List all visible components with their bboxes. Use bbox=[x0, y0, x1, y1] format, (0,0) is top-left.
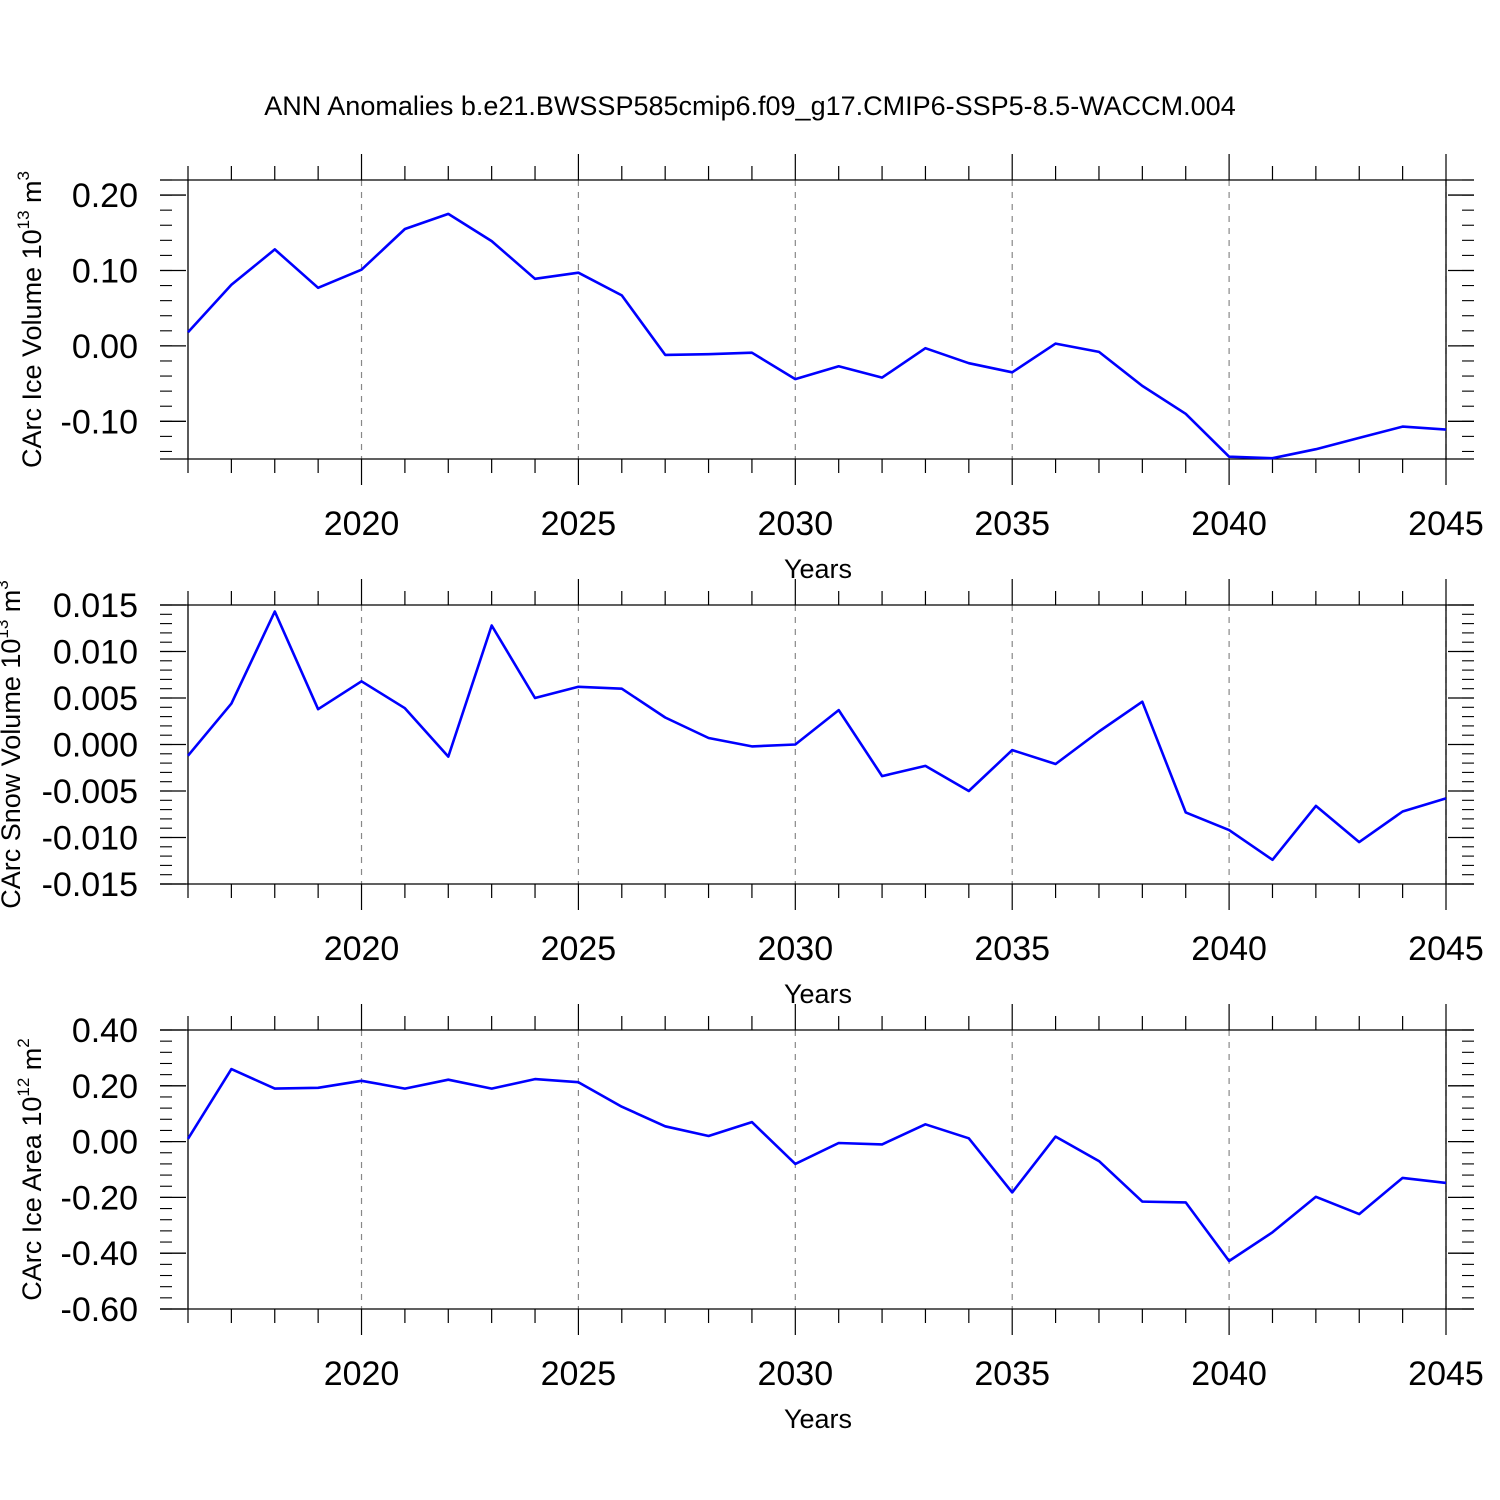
y-axis-label-exponent: 13 bbox=[14, 210, 33, 229]
x-tick-label: 2020 bbox=[324, 930, 400, 968]
y-tick-label: 0.20 bbox=[72, 177, 138, 215]
x-tick-label: 2030 bbox=[757, 505, 833, 543]
y-tick-label: 0.00 bbox=[72, 328, 138, 366]
x-axis-label: Years bbox=[784, 979, 852, 1009]
x-tick-label: 2025 bbox=[541, 1355, 617, 1393]
x-tick-label: 2045 bbox=[1408, 505, 1484, 543]
x-tick-label: 2030 bbox=[757, 1355, 833, 1393]
y-axis-label-unit: m bbox=[0, 590, 26, 620]
y-axis-label: CArc Snow Volume 1013 m3 bbox=[0, 580, 26, 909]
x-tick-label: 2040 bbox=[1191, 505, 1267, 543]
y-axis-label: CArc Ice Volume 1013 m3 bbox=[14, 171, 47, 468]
y-tick-label: 0.015 bbox=[53, 587, 138, 625]
y-tick-label: 0.010 bbox=[53, 634, 138, 672]
x-tick-label: 2040 bbox=[1191, 1355, 1267, 1393]
y-tick-label: -0.015 bbox=[42, 866, 138, 904]
y-tick-label: 0.20 bbox=[72, 1068, 138, 1106]
y-tick-label: 0.10 bbox=[72, 252, 138, 290]
x-axis-label: Years bbox=[784, 1404, 852, 1434]
series-line-3 bbox=[186, 1067, 1447, 1263]
figure-title: ANN Anomalies b.e21.BWSSP585cmip6.f09_g1… bbox=[264, 91, 1235, 121]
chart-panel-3: 2020 2025 2030 2035 2040 2045 Years -0.60 -0.40 -… bbox=[14, 1004, 1484, 1434]
y-axis-label: CArc Ice Area 1012 m2 bbox=[14, 1038, 47, 1301]
y-axis-label-text: CArc Snow Volume 10 bbox=[0, 639, 26, 909]
x-tick-label: 2020 bbox=[324, 1355, 400, 1393]
x-tick-label: 2045 bbox=[1408, 930, 1484, 968]
x-tick-label: 2040 bbox=[1191, 930, 1267, 968]
y-axis-label-unit-exponent: 3 bbox=[14, 171, 33, 180]
series-line-2 bbox=[187, 610, 1447, 862]
x-tick-label: 2045 bbox=[1408, 1355, 1484, 1393]
chart-panel-1: 2020 2025 2030 2035 2040 2045 Years -0.10 0.00 0.… bbox=[14, 154, 1484, 584]
x-tick-label: 2035 bbox=[974, 1355, 1050, 1393]
series-line-1 bbox=[187, 212, 1447, 460]
y-axis-label-text: CArc Ice Area 10 bbox=[17, 1097, 47, 1301]
y-tick-label: -0.60 bbox=[61, 1291, 139, 1329]
x-axis-label: Years bbox=[784, 554, 852, 584]
y-tick-label: -0.20 bbox=[61, 1179, 139, 1217]
y-tick-label: -0.005 bbox=[42, 773, 138, 811]
y-tick-label: -0.10 bbox=[61, 403, 139, 441]
x-tick-label: 2025 bbox=[541, 505, 617, 543]
y-tick-label: 0.40 bbox=[72, 1012, 138, 1050]
y-axis-label-exponent: 12 bbox=[14, 1078, 33, 1097]
y-axis-label-unit-exponent: 3 bbox=[0, 580, 12, 589]
x-tick-label: 2030 bbox=[757, 930, 833, 968]
x-tick-label: 2020 bbox=[324, 505, 400, 543]
x-tick-label: 2025 bbox=[541, 930, 617, 968]
y-axis-label-unit: m bbox=[17, 180, 47, 210]
y-tick-label: 0.00 bbox=[72, 1124, 138, 1162]
y-tick-label: 0.000 bbox=[53, 727, 138, 765]
y-axis-label-unit-exponent: 2 bbox=[14, 1038, 33, 1047]
y-axis-label-unit: m bbox=[17, 1048, 47, 1078]
x-tick-label: 2035 bbox=[974, 505, 1050, 543]
y-tick-label: 0.005 bbox=[53, 680, 138, 718]
y-axis-label-exponent: 13 bbox=[0, 620, 12, 639]
y-axis-label-text: CArc Ice Volume 10 bbox=[17, 229, 47, 468]
x-tick-label: 2035 bbox=[974, 930, 1050, 968]
panels: 2020 2025 2030 2035 2040 2045 Years -0.10 0.00 0.… bbox=[0, 154, 1484, 1434]
y-tick-label: -0.40 bbox=[61, 1235, 139, 1273]
chart-panel-2: 2020 2025 2030 2035 2040 2045 Years -0.015 -0.01… bbox=[0, 579, 1484, 1009]
y-tick-label: -0.010 bbox=[42, 820, 138, 858]
